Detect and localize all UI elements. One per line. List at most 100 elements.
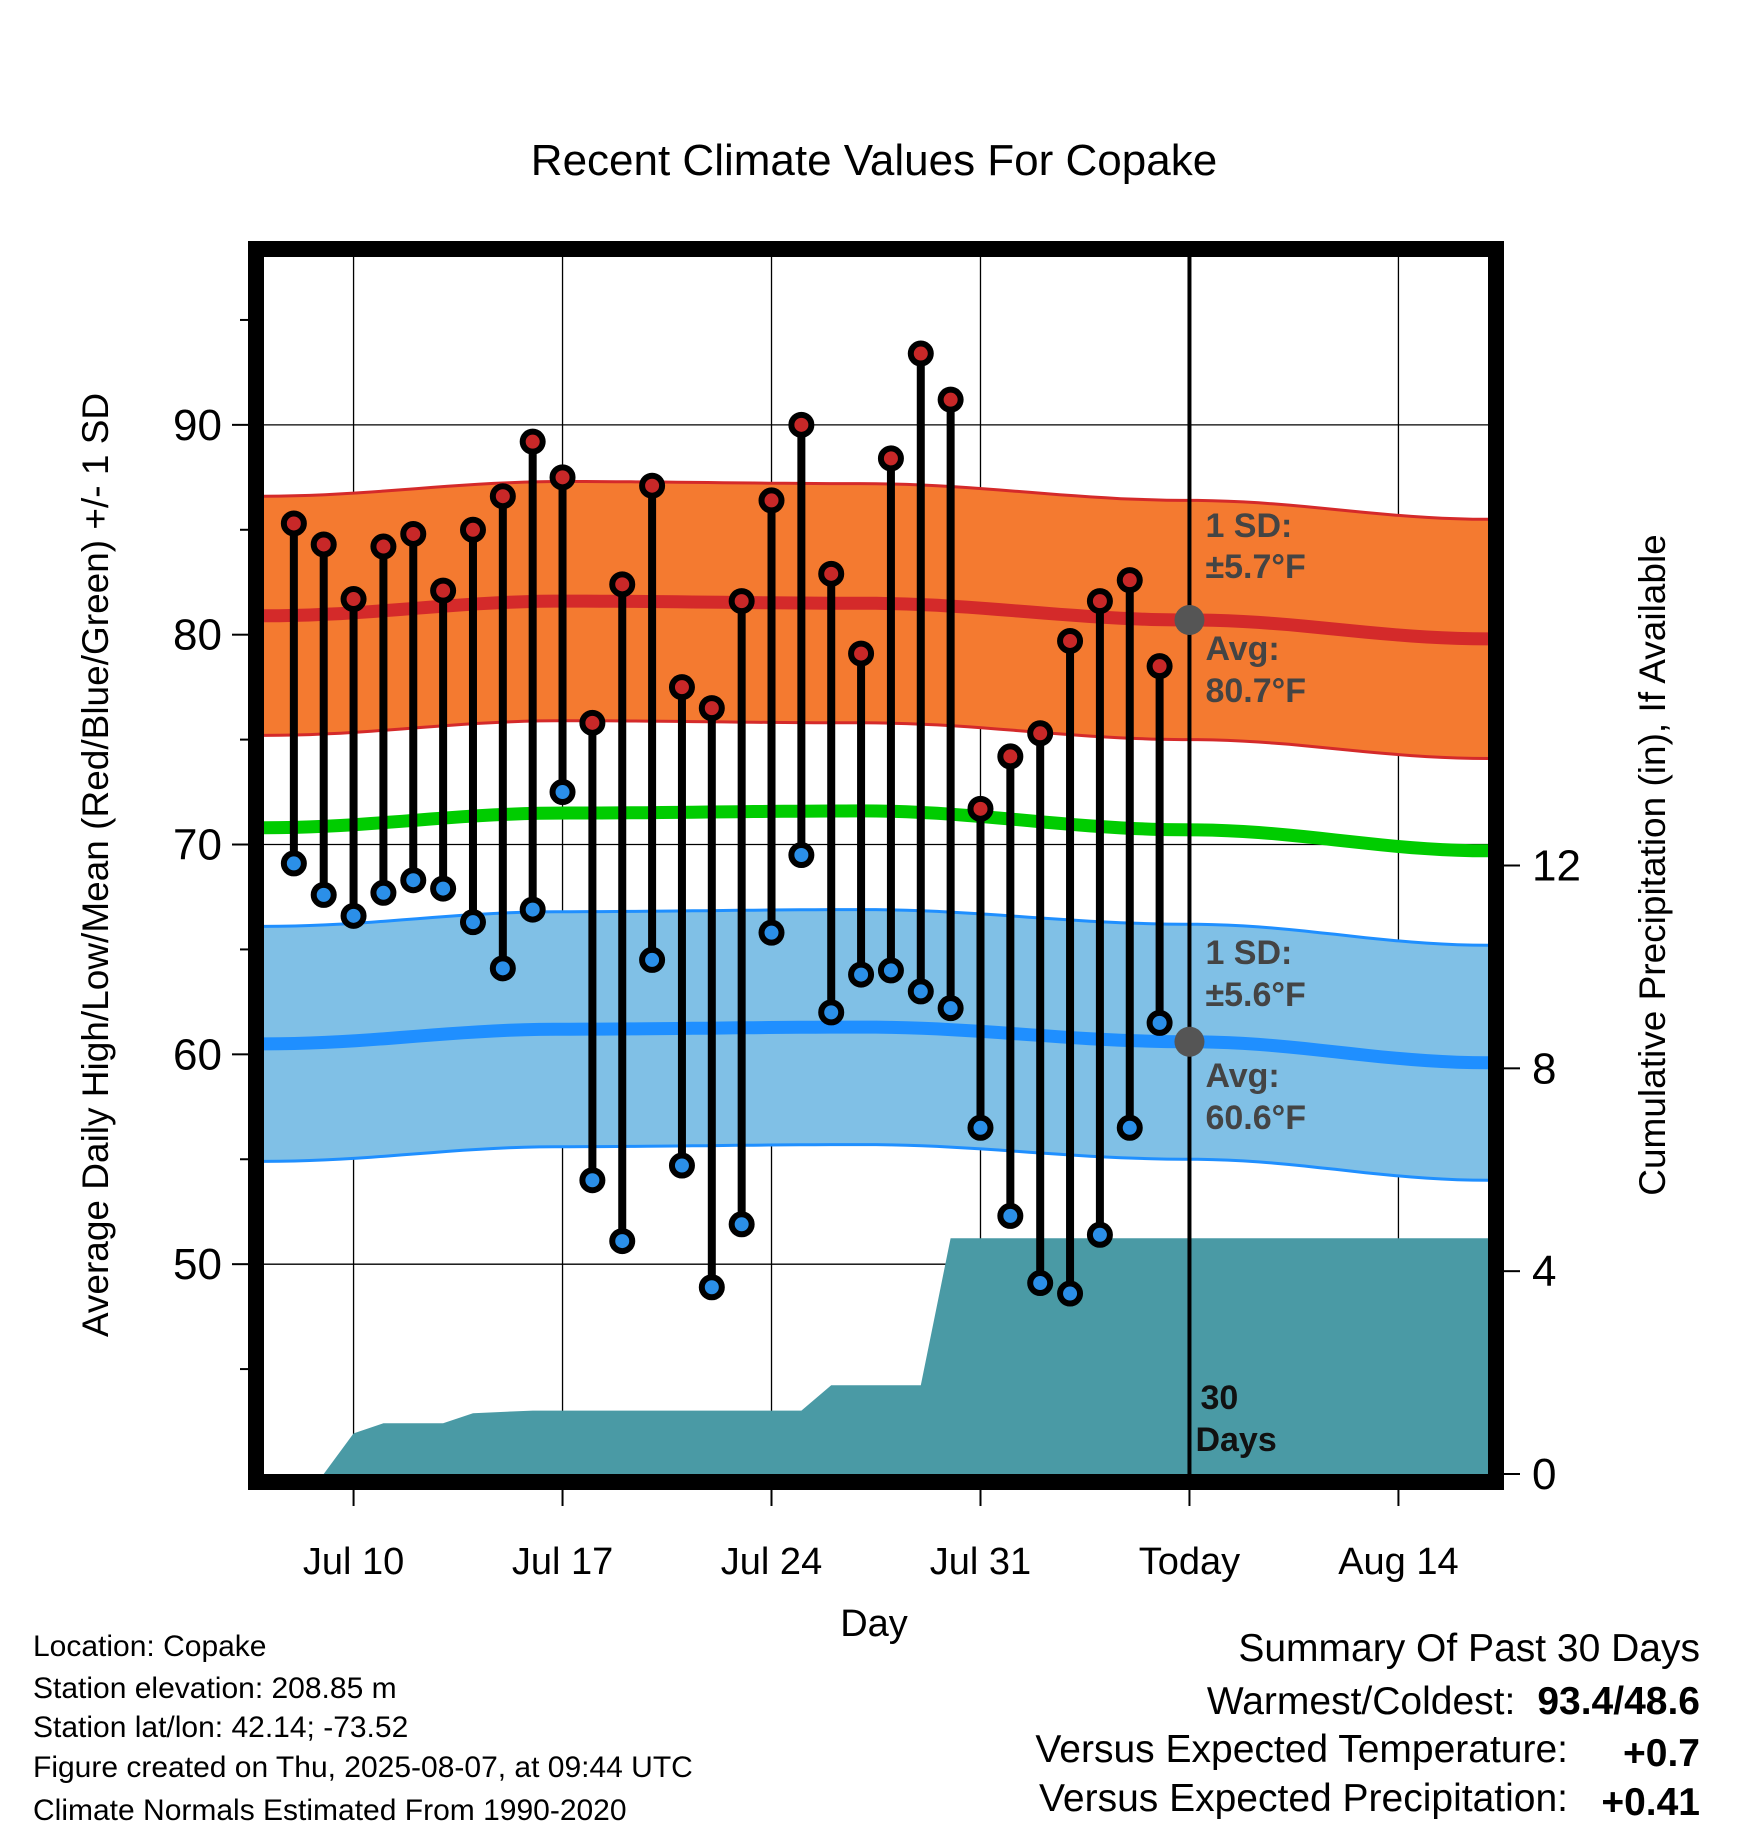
high-point	[818, 560, 845, 587]
info-elevation: Station elevation: 208.85 m	[33, 1672, 397, 1705]
high-sd-label: 1 SD:	[1205, 507, 1292, 545]
y2-tick-label: 4	[1532, 1247, 1556, 1296]
high-point	[698, 695, 725, 722]
low-avg-value: 60.6°F	[1205, 1099, 1306, 1137]
low-point	[1057, 1280, 1084, 1307]
band-edge-lower	[264, 1143, 1488, 1182]
summary-precip-value: +0.41	[1601, 1781, 1700, 1824]
high-avg-label: Avg:	[1205, 630, 1279, 668]
high-point	[609, 571, 636, 598]
summary-warm-cold-value: 93.4/48.6	[1537, 1680, 1700, 1723]
low-point	[280, 850, 307, 877]
low-point	[937, 995, 964, 1022]
low-point	[489, 955, 516, 982]
y-tick-label: 80	[173, 611, 222, 660]
low-point	[758, 919, 785, 946]
high-point	[459, 516, 486, 543]
high-point	[848, 640, 875, 667]
low-point	[877, 957, 904, 984]
low-point	[430, 875, 457, 902]
low-point	[668, 1152, 695, 1179]
x-tick-label: Jul 17	[512, 1541, 613, 1583]
x-tick-label: Today	[1139, 1541, 1240, 1583]
low-point	[609, 1228, 636, 1255]
summary-title: Summary Of Past 30 Days	[1238, 1627, 1700, 1670]
y-axis-label: Average Daily High/Low/Mean (Red/Blue/Gr…	[75, 393, 116, 1337]
band-normal-low	[264, 909, 1488, 1181]
high-point	[788, 411, 815, 438]
normal-bands	[264, 480, 1488, 1182]
y2-axis-label: Cumulative Precipitation (in), If Availa…	[1632, 534, 1673, 1196]
info-latlon: Station lat/lon: 42.14; -73.52	[33, 1711, 408, 1744]
low-point	[549, 779, 576, 806]
high-point	[907, 340, 934, 367]
summary-precip-label: Versus Expected Precipitation:	[1039, 1777, 1568, 1820]
band-edge-upper	[264, 480, 1488, 521]
line-normal-mean	[264, 804, 1488, 858]
y-tick-label: 90	[173, 401, 222, 450]
y-tick-label: 70	[173, 821, 222, 870]
low-point	[340, 902, 367, 929]
high-point	[937, 386, 964, 413]
low-point	[698, 1274, 725, 1301]
precip-cumulative-area	[264, 1238, 1488, 1474]
high-point	[1086, 588, 1113, 615]
high-point	[579, 709, 606, 736]
low-point	[519, 896, 546, 923]
info-location: Location: Copake	[33, 1630, 267, 1663]
x-axis-label: Day	[840, 1603, 908, 1645]
low-point	[788, 842, 815, 869]
high-point	[639, 472, 666, 499]
axes: 50 60 70 80 90 0 4 8 12 Jul 10 Jul 17 Jul 24 Jul 31 T…	[173, 318, 1581, 1583]
low-point	[907, 978, 934, 1005]
x-tick-label: Jul 24	[721, 1541, 822, 1583]
high-point	[310, 531, 337, 558]
line-normal-low	[264, 1020, 1488, 1070]
low-point	[1027, 1270, 1054, 1297]
high-point	[1146, 653, 1173, 680]
summary-warm-cold-label: Warmest/Coldest:	[1207, 1680, 1515, 1723]
y-tick-label: 50	[173, 1240, 222, 1289]
high-avg-value: 80.7°F	[1205, 672, 1306, 710]
low-point	[848, 961, 875, 988]
y-tick-label: 60	[173, 1030, 222, 1079]
low-point	[1146, 1009, 1173, 1036]
high-point	[1027, 720, 1054, 747]
low-point	[728, 1211, 755, 1238]
low-sd-value: ±5.6°F	[1205, 976, 1305, 1014]
low-avg-label: Avg:	[1205, 1057, 1279, 1095]
x-tick-label: Jul 31	[930, 1541, 1031, 1583]
high-point	[967, 795, 994, 822]
high-point	[430, 577, 457, 604]
summary-panel: Summary Of Past 30 Days Warmest/Coldest:…	[1035, 1627, 1700, 1824]
low-point	[310, 881, 337, 908]
high-point	[280, 510, 307, 537]
summary-temp-value: +0.7	[1623, 1732, 1700, 1775]
high-point	[758, 487, 785, 514]
low-point	[459, 909, 486, 936]
high-point	[489, 483, 516, 510]
line-normal-high	[264, 594, 1488, 646]
daily-points	[280, 340, 1173, 1307]
high-point	[1057, 627, 1084, 654]
days-word: Days	[1195, 1421, 1276, 1459]
high-point	[370, 533, 397, 560]
high-point	[997, 743, 1024, 770]
high-point	[340, 586, 367, 613]
y2-tick-label: 12	[1532, 842, 1581, 891]
low-sd-label: 1 SD:	[1205, 934, 1292, 972]
high-point	[519, 428, 546, 455]
low-point	[370, 879, 397, 906]
high-point	[549, 464, 576, 491]
low-point	[818, 999, 845, 1026]
daily-stems	[289, 353, 1164, 1294]
x-tick-label: Jul 10	[303, 1541, 404, 1583]
high-sd-value: ±5.7°F	[1205, 548, 1305, 586]
low-point	[639, 946, 666, 973]
summary-temp-label: Versus Expected Temperature:	[1035, 1728, 1568, 1771]
today-low-normal-marker	[1174, 1026, 1205, 1057]
high-point	[1116, 567, 1143, 594]
